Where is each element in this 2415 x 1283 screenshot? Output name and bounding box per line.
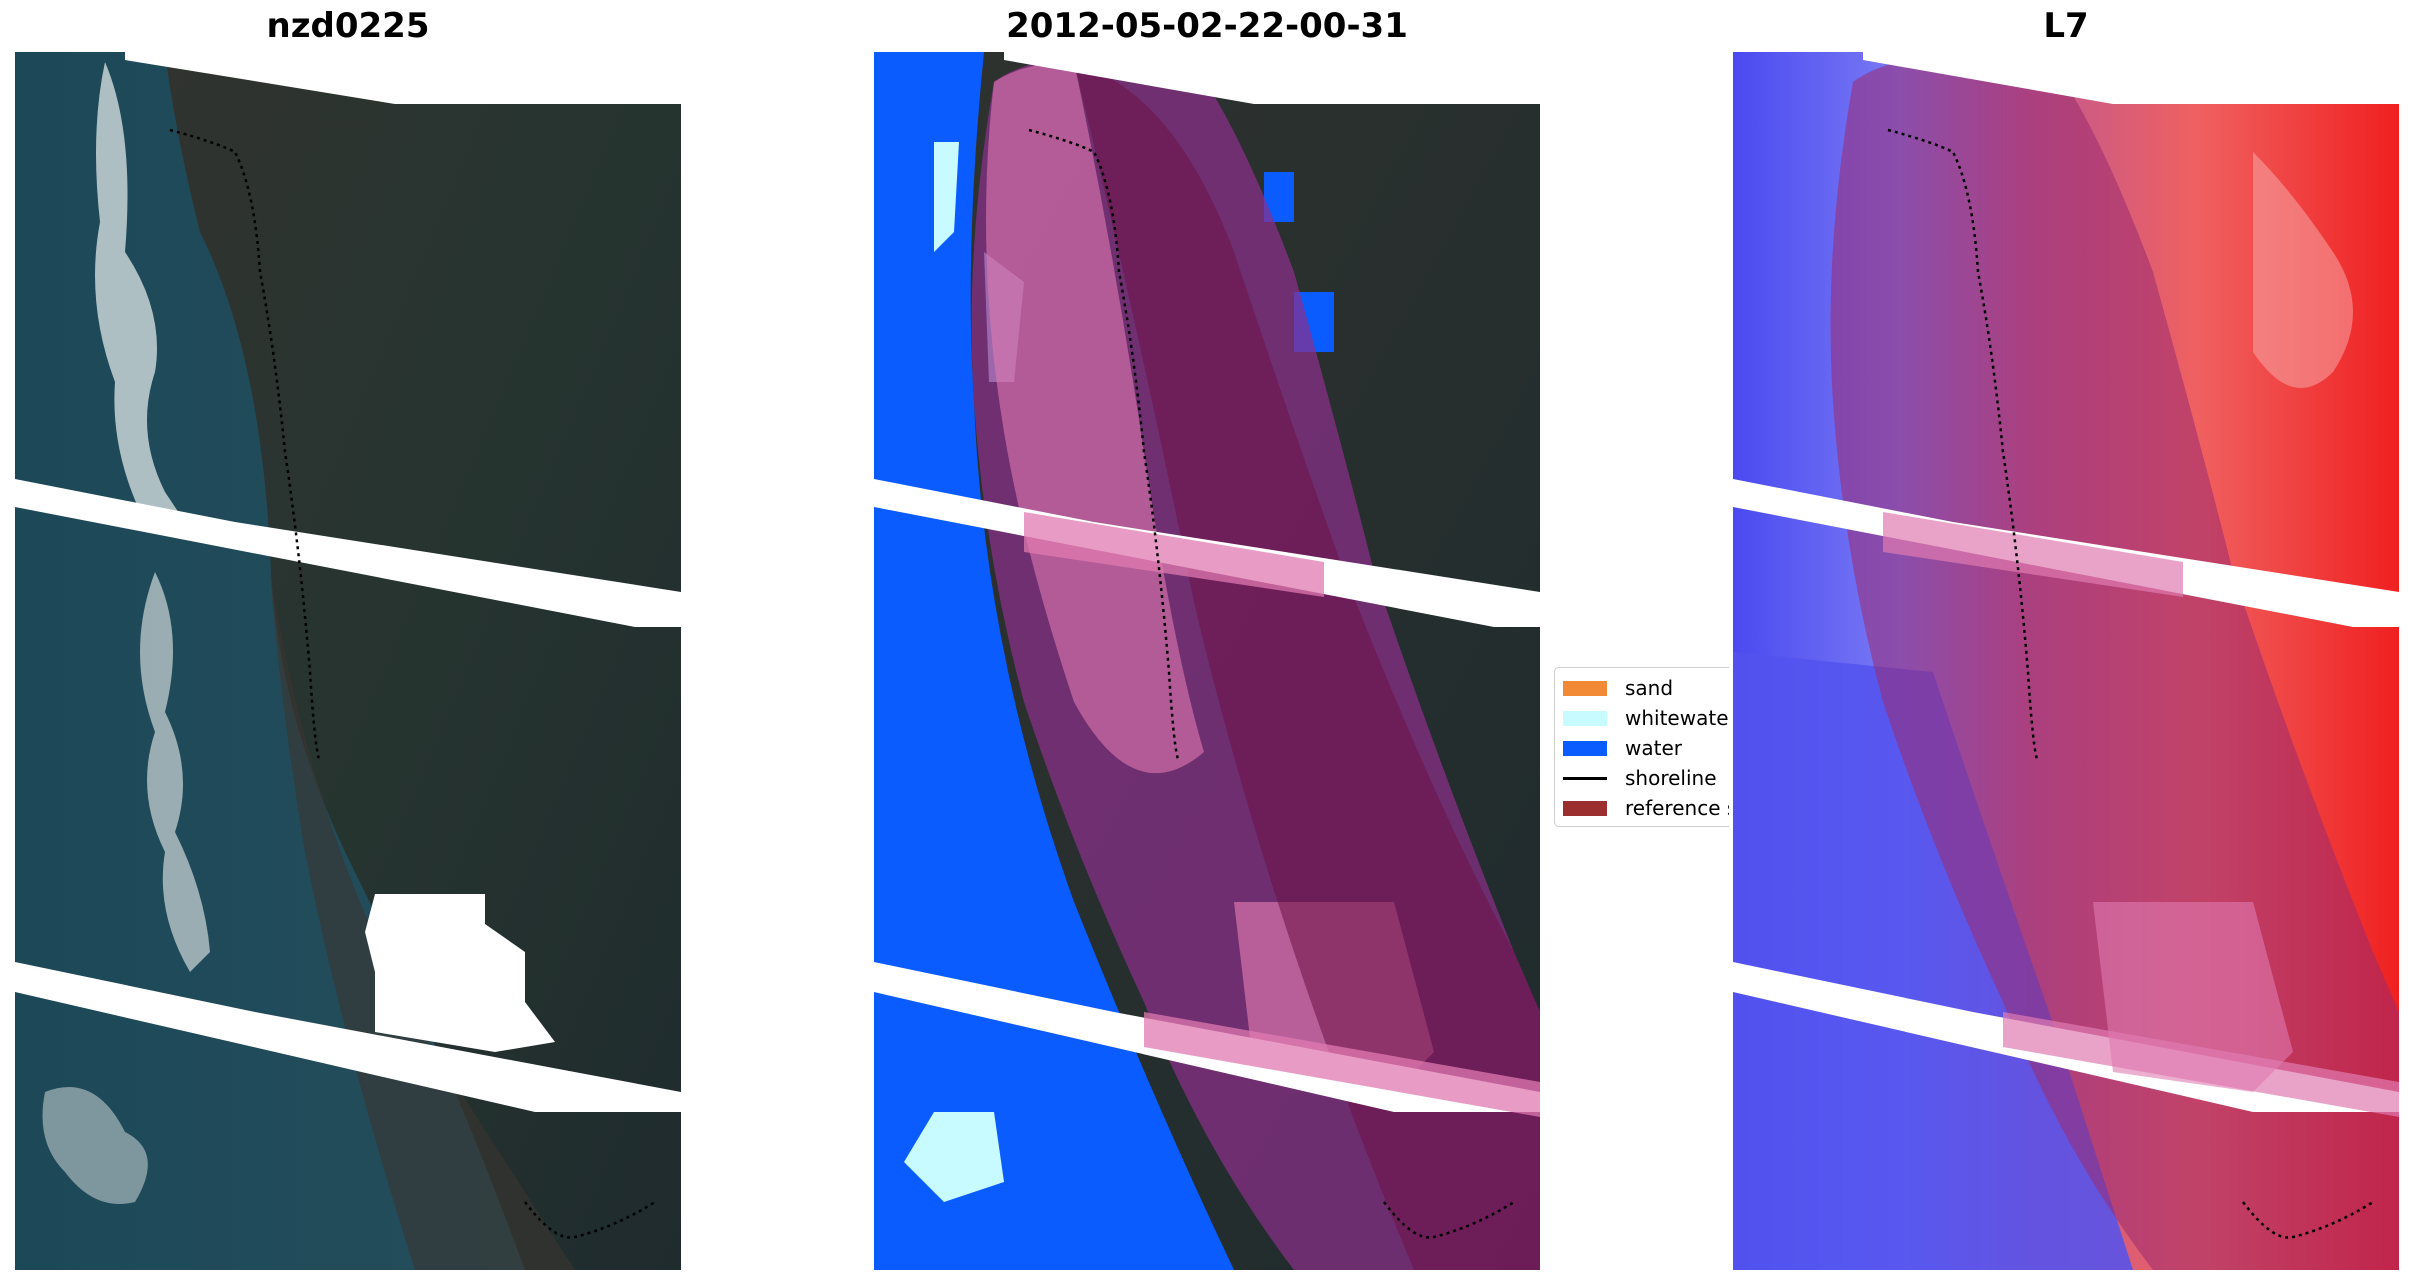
panel-title: 2012-05-02-22-00-31 [1006,6,1408,46]
panel-title: nzd0225 [266,6,430,46]
reference-swatch [1563,800,1607,816]
legend-item-water: water [1563,734,1682,762]
sand-swatch [1563,680,1607,696]
panel-index: L7 [1733,0,2399,1283]
legend-label: sand [1625,676,1674,700]
panel-title: L7 [2043,6,2089,46]
legend-label: shoreline [1625,766,1717,790]
classified-image [874,52,1540,1270]
legend-label: whitewater [1625,706,1729,730]
legend-item-shoreline: shoreline [1563,764,1717,792]
rgb-image [15,52,681,1270]
legend: sand whitewater water shoreline referenc… [1554,667,1729,827]
legend-label: water [1625,736,1682,760]
legend-item-sand: sand [1563,674,1673,702]
water-swatch [1563,740,1607,756]
index-image [1733,52,2399,1270]
shoreline-line [1563,776,1607,780]
legend-item-whitewater: whitewater [1563,704,1729,732]
legend-label: reference shoreline buffer [1625,796,1729,820]
panel-rgb: nzd0225 [15,0,681,1283]
legend-item-reference: reference shoreline buffer [1563,794,1729,822]
whitewater-swatch [1563,710,1607,726]
panel-classified: 2012-05-02-22-00-31 [874,0,1540,1283]
